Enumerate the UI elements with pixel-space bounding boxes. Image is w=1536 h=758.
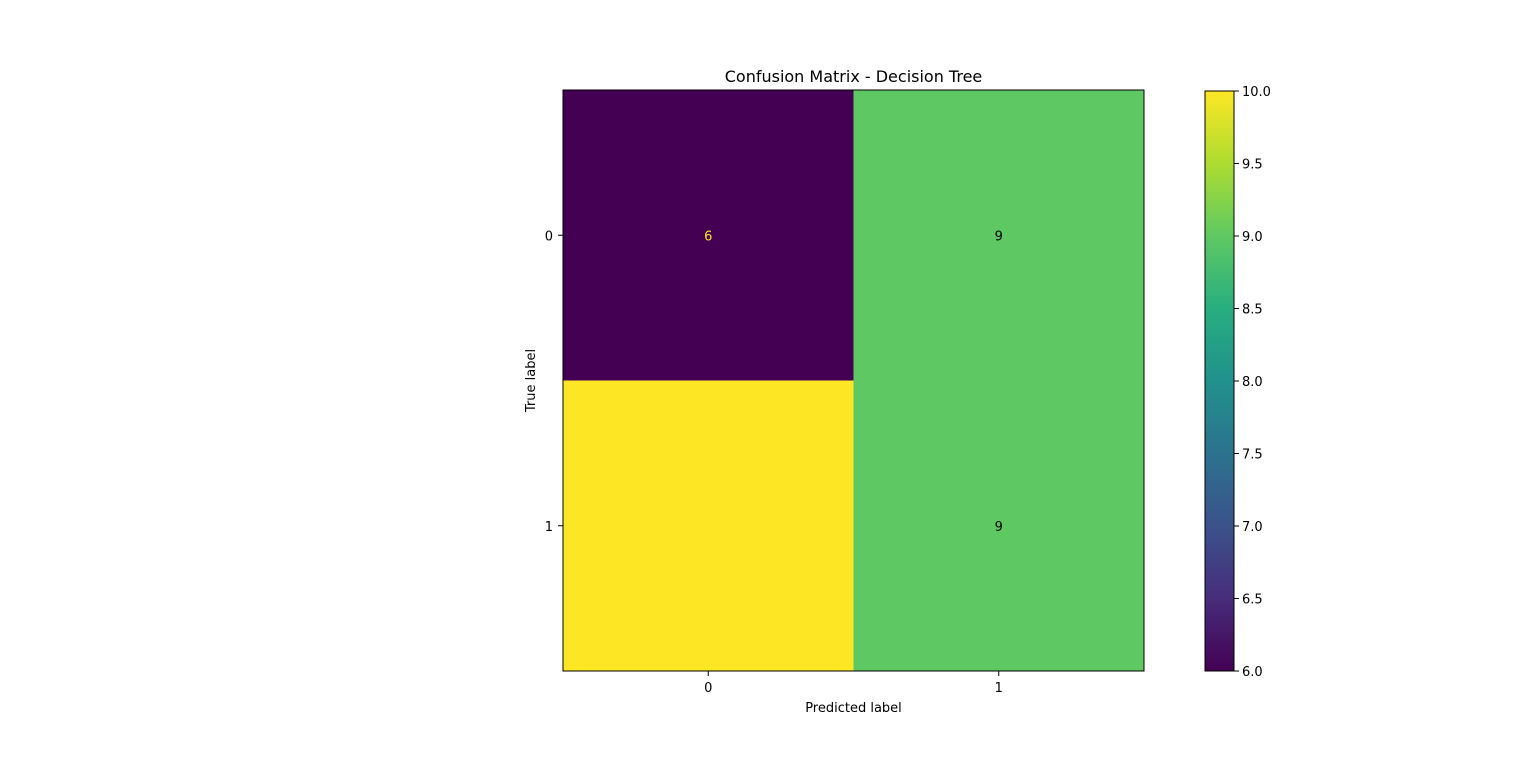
colorbar-gradient xyxy=(1204,90,1235,672)
heatmap-cell-labels: 6 9 10 9 xyxy=(700,229,1003,535)
heatmap-cell-0-1 xyxy=(853,90,1145,381)
colorbar-tick-label: 9.0 xyxy=(1242,230,1263,245)
y-tick-label: 1 xyxy=(545,520,553,535)
cell-value-1-1: 9 xyxy=(995,520,1003,535)
colorbar: 6.0 6.5 7.0 7.5 8.0 8.5 9.0 9.5 10.0 xyxy=(1204,85,1271,680)
heatmap-cell-0-0 xyxy=(563,90,854,381)
x-axis-label: Predicted label xyxy=(805,701,902,716)
cell-value-0-0: 6 xyxy=(704,229,712,244)
chart-title: Confusion Matrix - Decision Tree xyxy=(725,67,983,86)
x-tick-label: 1 xyxy=(995,681,1003,696)
y-axis-label: True label xyxy=(524,349,539,413)
colorbar-tick-label: 8.0 xyxy=(1242,375,1263,390)
cell-value-1-0: 10 xyxy=(700,520,717,535)
colorbar-tick-label: 10.0 xyxy=(1242,85,1271,100)
y-tick-label: 0 xyxy=(545,229,553,244)
colorbar-tick-label: 7.0 xyxy=(1242,520,1263,535)
plot-frame xyxy=(562,89,1145,672)
colorbar-tick-label: 8.5 xyxy=(1242,303,1263,318)
heatmap-cells xyxy=(563,90,1145,672)
heatmap-cell-1-0 xyxy=(563,380,854,672)
colorbar-tick-label: 7.5 xyxy=(1242,448,1263,463)
colorbar-tick-label: 6.0 xyxy=(1242,665,1263,680)
colorbar-ticks: 6.0 6.5 7.0 7.5 8.0 8.5 9.0 9.5 10.0 xyxy=(1234,85,1271,680)
colorbar-tick-label: 6.5 xyxy=(1242,593,1263,608)
y-axis-ticks: 01 xyxy=(545,229,563,535)
x-tick-label: 0 xyxy=(704,681,712,696)
heatmap-cell-1-1 xyxy=(853,380,1145,672)
cell-value-0-1: 9 xyxy=(995,229,1003,244)
colorbar-tick-label: 9.5 xyxy=(1242,158,1263,173)
